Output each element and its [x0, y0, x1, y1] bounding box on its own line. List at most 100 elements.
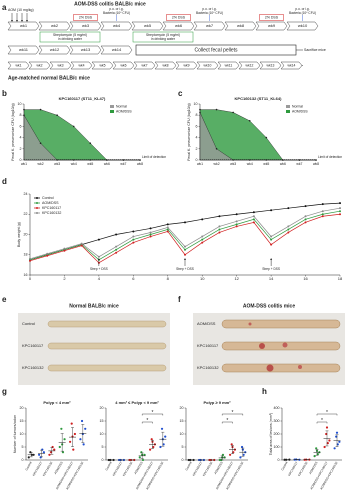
y-axis-label: Number of tumors/colon [13, 415, 17, 453]
dot [218, 458, 221, 462]
strep-label: Streptomycin (5 mg/ml) [146, 33, 180, 37]
x-tick-label: AOM/DSS [308, 461, 318, 475]
x-tick-label: Control [184, 461, 192, 472]
dot [221, 453, 225, 456]
dot [58, 445, 61, 449]
arrow-head [26, 20, 28, 22]
sample-label: AOM/DSS [197, 321, 216, 326]
point [97, 238, 100, 241]
y-tick-label: 6 [196, 124, 198, 128]
y-tick-label: 18 [24, 253, 28, 257]
legend-label: AOM/DSS [292, 109, 308, 113]
dot [42, 451, 46, 454]
dot [138, 456, 141, 459]
x-tick-label: 4 [98, 276, 101, 281]
x-tick-label: 14 [269, 276, 274, 281]
dot [242, 453, 245, 456]
point [321, 213, 324, 216]
x-tick-label: KPC160117 [32, 461, 44, 477]
point [218, 228, 221, 231]
x-tick-label: wk7 [120, 162, 126, 166]
week-label: wk7 [141, 63, 147, 67]
point [63, 247, 66, 250]
y-tick-label: 4 [20, 136, 22, 140]
dot [53, 448, 56, 451]
week-label: wk1 [20, 23, 28, 28]
week-chevron [69, 21, 102, 31]
dot [335, 431, 339, 434]
aom-label: AOM (10 mg/kg) [8, 8, 34, 12]
lesion [298, 365, 302, 369]
week-chevron [69, 45, 102, 55]
point [23, 114, 25, 116]
y-tick-label: 200 [274, 432, 280, 436]
panel-label: d [2, 177, 7, 186]
point [80, 242, 83, 245]
arrow-head [270, 258, 273, 260]
point [166, 226, 169, 229]
y-tick-label: 4 [196, 136, 198, 140]
photo-title: Normal BALB/c mice [69, 303, 119, 309]
point [132, 235, 135, 238]
y-tick-label: 5 [22, 445, 24, 449]
area [199, 112, 316, 161]
x-tick-label: wk4 [247, 162, 253, 166]
arrow-head [97, 258, 100, 260]
annotation: Strep + DSS [90, 267, 108, 271]
chart-title: Polyp < 4 mm² [43, 400, 71, 405]
point [232, 111, 234, 114]
x-tick-label: 18 [338, 276, 343, 281]
dot [140, 451, 143, 454]
point [252, 211, 255, 214]
y-axis-label: Body weight (g) [17, 222, 21, 247]
sample-label: KPC160132 [197, 365, 219, 370]
week-label: wk10 [298, 23, 308, 28]
colon [221, 341, 341, 351]
point [235, 220, 238, 223]
strep-box [39, 31, 101, 43]
point [339, 210, 341, 213]
dss-label: 2% DSS [172, 16, 186, 20]
y-tick-label: 20 [24, 232, 28, 236]
point [218, 231, 221, 234]
colon [221, 319, 341, 329]
annotation: Strep + DSS [176, 267, 194, 271]
dot [232, 451, 235, 454]
point [89, 142, 92, 144]
dot [335, 435, 338, 438]
point [166, 223, 169, 226]
dot [82, 443, 85, 446]
dot [159, 445, 162, 449]
x-tick-label: 6 [132, 276, 135, 281]
week-chevron [112, 61, 135, 70]
point [149, 227, 152, 230]
point [115, 245, 118, 248]
dot [316, 453, 319, 456]
point [339, 213, 341, 216]
point [235, 213, 238, 216]
point [287, 207, 290, 210]
significance: * [226, 418, 228, 424]
week-label: wk2 [51, 23, 59, 28]
week-label: wk13 [267, 63, 275, 67]
chart-title: Polyp ≥ 9 mm² [203, 400, 231, 405]
week-label: wk8 [162, 63, 168, 67]
panel-label: c [178, 89, 183, 98]
week-label: wk4 [78, 63, 84, 67]
point [115, 251, 118, 254]
x-tick-label: wk6 [280, 162, 286, 166]
dot [323, 445, 326, 449]
point [122, 159, 125, 161]
point [270, 238, 273, 241]
point [115, 248, 118, 251]
point [339, 207, 341, 210]
panel-label: f [178, 295, 181, 304]
point [304, 218, 307, 221]
dot [149, 448, 152, 451]
y-tick-label: 6 [20, 124, 22, 128]
point [184, 245, 186, 248]
week-label: wk4 [113, 23, 121, 28]
bracket [316, 421, 328, 424]
panel-label: g [2, 387, 7, 396]
